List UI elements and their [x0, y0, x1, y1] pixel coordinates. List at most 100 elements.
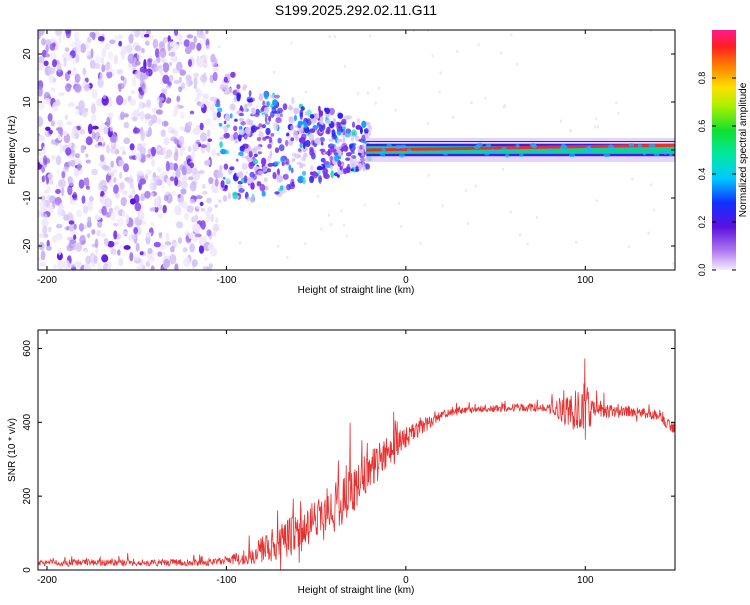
spectral-blob: [307, 129, 311, 135]
spectral-blob: [80, 144, 85, 154]
spectral-blob: [204, 118, 211, 126]
spectral-blob: [224, 89, 228, 93]
spectral-blob: [206, 197, 212, 204]
spectral-blob: [257, 151, 262, 155]
spectral-blob: [91, 125, 99, 130]
spectral-blob: [374, 101, 377, 105]
spectral-blob: [350, 150, 355, 154]
spectral-blob: [164, 241, 172, 246]
spectral-blob: [226, 124, 230, 128]
spectral-blob: [250, 195, 255, 204]
spectral-blob: [168, 61, 173, 67]
snr-series-line: [38, 358, 675, 570]
carrier-blob: [653, 152, 660, 157]
spectral-blob: [250, 182, 255, 190]
spectral-blob: [156, 65, 162, 70]
spectral-blob: [234, 118, 238, 122]
spectral-blob: [136, 266, 140, 270]
spectral-blob: [78, 179, 85, 189]
spectral-blob: [131, 77, 137, 87]
spectral-blob: [235, 158, 239, 162]
spectral-blob: [76, 244, 83, 249]
spectral-blob: [55, 223, 63, 229]
spectral-blob: [134, 30, 140, 38]
spectral-blob: [258, 110, 263, 114]
spectral-blob: [113, 222, 118, 227]
colorbar-tick-label: 0.6: [697, 120, 707, 133]
spectral-blob: [198, 245, 205, 254]
spectral-blob: [194, 233, 202, 238]
spectral-blob: [119, 171, 123, 179]
spectral-blob: [499, 51, 503, 55]
spectral-blob: [259, 183, 266, 192]
spectral-blob: [208, 263, 213, 269]
spectral-blob: [242, 84, 248, 89]
spectral-blob: [68, 225, 75, 232]
spectral-blob: [58, 92, 65, 96]
spectral-blob: [291, 97, 295, 104]
spectral-blob: [328, 34, 331, 39]
spectral-blob: [617, 111, 620, 116]
spectral-blob: [110, 146, 118, 155]
spectral-blob: [179, 35, 183, 46]
spectral-blob: [109, 39, 116, 45]
spectral-blob: [303, 121, 308, 129]
carrier-blob: [561, 143, 566, 148]
spectral-blob: [99, 196, 105, 204]
carrier-blob: [519, 153, 524, 157]
spectral-blob: [140, 193, 146, 202]
spectral-blob: [319, 118, 324, 127]
spectral-blob: [356, 118, 361, 124]
spectral-blob: [281, 162, 285, 166]
spectral-blob: [47, 113, 53, 122]
spectral-blob: [279, 113, 283, 118]
spectral-blob: [180, 181, 189, 189]
spectral-blob: [87, 123, 93, 135]
spectral-blob: [74, 132, 80, 140]
spectral-blob: [292, 129, 298, 138]
colorbar-label: Normalized spectral amplitude: [738, 82, 749, 217]
spectral-blob: [319, 124, 324, 133]
spectrogram-marks: [38, 30, 675, 270]
spectral-blob: [202, 190, 208, 195]
spectral-blob: [230, 71, 236, 78]
spectral-blob: [334, 154, 340, 162]
spectral-blob: [236, 93, 241, 102]
spectral-blob: [108, 179, 114, 188]
carrier-blob: [662, 150, 668, 155]
spectral-blob: [159, 41, 165, 48]
spectral-blob: [188, 59, 192, 67]
spectral-blob: [258, 93, 264, 101]
snr-y-tick-label: 400: [22, 414, 33, 431]
spectral-blob: [140, 130, 145, 141]
spectral-blob: [58, 34, 62, 44]
spectral-blob: [40, 212, 47, 218]
spectral-blob: [56, 62, 62, 73]
spectral-blob: [145, 30, 151, 35]
spectral-blob: [86, 200, 94, 211]
spectral-blob: [207, 243, 214, 251]
spectral-blob: [64, 114, 68, 121]
spectral-blob: [77, 163, 82, 171]
spectral-blob: [67, 54, 73, 62]
spectral-blob: [238, 188, 245, 193]
carrier-blob: [398, 153, 405, 158]
spectral-blob: [162, 62, 170, 73]
spectral-blob: [138, 264, 146, 270]
snr-y-tick-label: 0: [22, 567, 33, 573]
spectral-blob: [188, 80, 194, 86]
carrier-blob: [610, 146, 615, 151]
spectral-blob: [144, 174, 148, 181]
spectral-blob: [113, 230, 118, 240]
spectral-blob: [246, 102, 253, 107]
spectral-blob: [193, 72, 200, 78]
spectral-blob: [248, 150, 253, 158]
spectral-blob: [262, 165, 267, 173]
spectral-blob: [117, 83, 125, 90]
spectral-blob: [83, 224, 88, 230]
spectral-blob: [50, 87, 56, 92]
spectral-blob: [224, 184, 228, 189]
spectral-blob: [85, 177, 90, 188]
spectral-blob: [46, 176, 49, 185]
spectral-blob: [150, 221, 155, 227]
